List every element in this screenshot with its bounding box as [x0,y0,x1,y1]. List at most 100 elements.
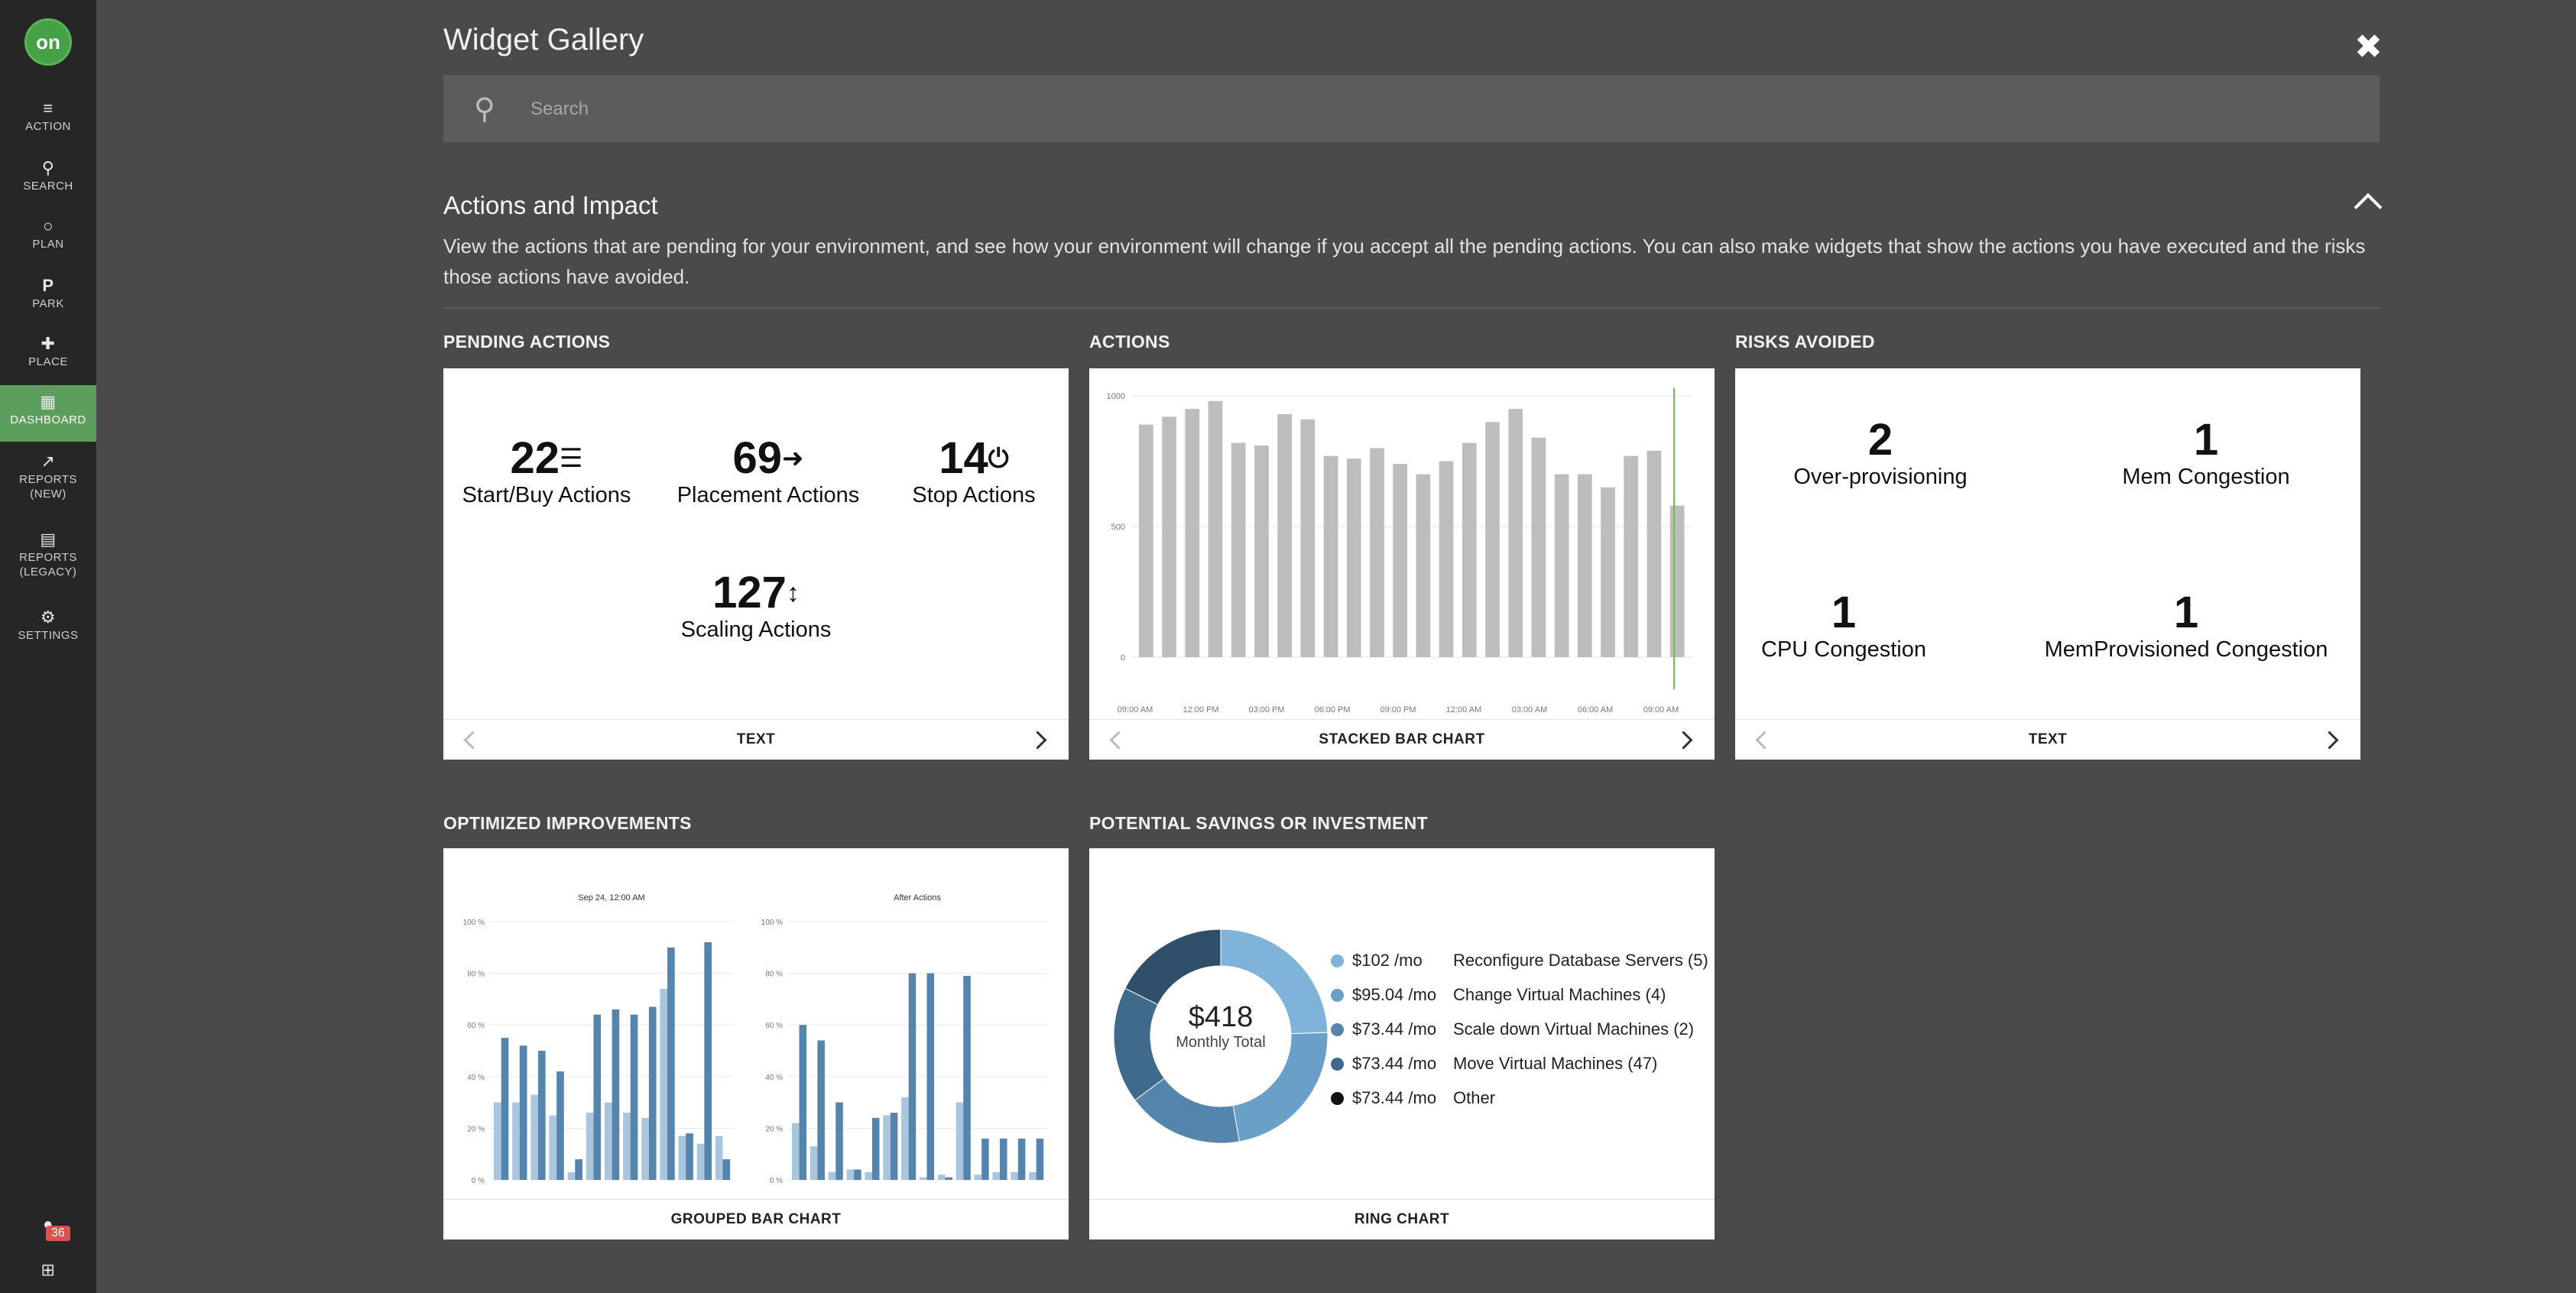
bar [1231,442,1246,657]
x-tick-label: 06:00 AM [1578,705,1613,715]
legend-amount: $95.04 /mo [1352,985,1437,1004]
stat-label: Over-provisioning [1793,465,1968,489]
chevron-left-icon[interactable] [463,731,482,750]
chevron-up-icon[interactable] [2354,193,2383,222]
bar [1624,455,1639,657]
legend-amount: $73.44 /mo [1352,1054,1437,1073]
bar [494,1102,501,1180]
actions-chart: 1000 500 0 09:00 AM 12:00 PM 03:00 PM 06:00 PM… [1107,388,1693,715]
sidebar-item-label: ACTION [25,120,71,133]
legend-amount: $102 /mo [1352,951,1423,970]
chevron-right-icon[interactable] [2320,731,2339,750]
sidebar-item-label: PLAN [32,238,64,251]
search-input[interactable] [529,92,2290,127]
bar [1208,400,1223,657]
widget-optimized-improvements[interactable]: Sep 24, 12:00 AM 100 % 80 % 60 % 40 % 20 % 0 %… [443,848,1069,1240]
y-tick-label: 1000 [1107,392,1125,401]
stat-label: Placement Actions [676,483,860,507]
sidebar-item-reports-legacy[interactable]: ▤ REPORTS (LEGACY) [0,529,96,579]
bar [871,1117,880,1180]
bar [799,1025,807,1180]
stat-label: MemProvisioned Congestion [2044,637,2328,662]
bar [1029,1171,1037,1180]
legend-dot [1331,989,1344,1002]
bar [1185,409,1200,657]
widget-type-label: TEXT [736,731,776,747]
sidebar-item-search[interactable]: ⚲ SEARCH [0,157,96,193]
widget-type-label: STACKED BAR CHART [1319,731,1485,747]
chevron-right-icon[interactable] [1674,731,1693,750]
widget-footer: TEXT [443,719,1069,760]
ring-center: $418 Monthly Total [1144,1001,1297,1052]
bar [920,1177,927,1180]
bar [1370,448,1384,657]
bar [1462,442,1477,657]
bar [715,1136,723,1180]
bar [981,1138,989,1180]
action-icon: ≡ [43,99,54,118]
legend-name: Other [1453,1088,1496,1107]
ring-total: $418 [1188,1001,1254,1033]
bar [883,1115,891,1180]
bar [809,1146,818,1180]
dashboard-icon: ▦ [40,392,57,411]
x-tick-label: 09:00 AM [1643,705,1679,715]
bar [586,1113,594,1180]
bar [630,1014,638,1180]
y-tick-label: 60 % [467,1022,485,1030]
x-tick-label: 09:00 AM [1118,705,1153,715]
y-tick-label: 100 % [761,919,783,927]
bar [593,1014,602,1180]
stat-label: Stop Actions [912,483,1036,507]
widget-type-label: TEXT [2028,731,2068,747]
stat-label: Scaling Actions [680,617,832,642]
section-description: View the actions that are pending for yo… [443,235,2366,288]
ring-chart [1113,928,1329,1144]
bar [660,988,668,1180]
bar [1439,461,1454,657]
stat-value: 127 [712,568,787,617]
sidebar-item-reports-new[interactable]: ↗ REPORTS (NEW) [0,451,96,501]
sidebar-item-settings[interactable]: ⚙ SETTINGS [0,607,96,643]
bar [556,1071,564,1180]
legend-name: Reconfigure Database Servers (5) [1453,951,1708,970]
bar [1393,463,1408,657]
sidebar-item-place[interactable]: ✚ PLACE [0,333,96,369]
chart-title: After Actions [894,893,941,903]
x-tick-label: 03:00 AM [1512,705,1547,715]
widget-pending-actions[interactable]: 22☰ Start/Buy Actions 69➜ Placement Acti… [443,368,1069,760]
y-tick-label: 500 [1111,523,1125,532]
sidebar-item-dashboard[interactable]: ▦ DASHBOARD [0,385,96,442]
stat-value: 2 [1867,415,1893,465]
bar [992,1171,1000,1180]
bar [530,1094,538,1180]
widget-actions[interactable]: 1000 500 0 09:00 AM 12:00 PM 03:00 PM 06:00 PM… [1089,368,1715,760]
widget-type-label: GROUPED BAR CHART [670,1211,842,1227]
legend-item: $102 /mo Reconfigure Database Servers (5) [1331,951,1708,974]
widget-label-actions: ACTIONS [1089,332,1170,352]
stat-value: 69 [732,433,782,483]
bar [835,1102,843,1180]
widget-risks-avoided[interactable]: 2 Over-provisioning 1 Mem Congestion 1 C… [1735,368,2360,760]
stat-label: CPU Congestion [1761,637,1926,662]
sidebar-item-plan[interactable]: ○ PLAN [0,216,96,251]
chevron-left-icon[interactable] [1755,731,1774,750]
y-tick-label: 0 [1121,653,1125,663]
chevron-right-icon[interactable] [1028,731,1047,750]
y-tick-label: 100 % [463,919,485,927]
gift-button[interactable]: ⊞ [0,1259,96,1281]
turbonomic-logo[interactable]: on [24,18,72,66]
y-tick-label: 80 % [765,971,783,979]
close-icon[interactable]: ✖ [2354,28,2383,66]
sidebar-item-label: REPORTS [19,473,77,486]
sidebar-item-park[interactable]: P PARK [0,275,96,311]
stat-stop: 14⏻ Stop Actions [887,434,1061,508]
arrow-right-icon: ➜ [782,444,804,473]
sidebar-item-action[interactable]: ≡ ACTION [0,98,96,134]
bar [1277,413,1292,657]
divider [443,307,2380,309]
bar [537,1051,546,1180]
bar [575,1159,582,1180]
widget-potential-savings[interactable]: $418 Monthly Total $102 /mo Reconfigure D… [1089,848,1715,1240]
chevron-left-icon[interactable] [1109,731,1128,750]
